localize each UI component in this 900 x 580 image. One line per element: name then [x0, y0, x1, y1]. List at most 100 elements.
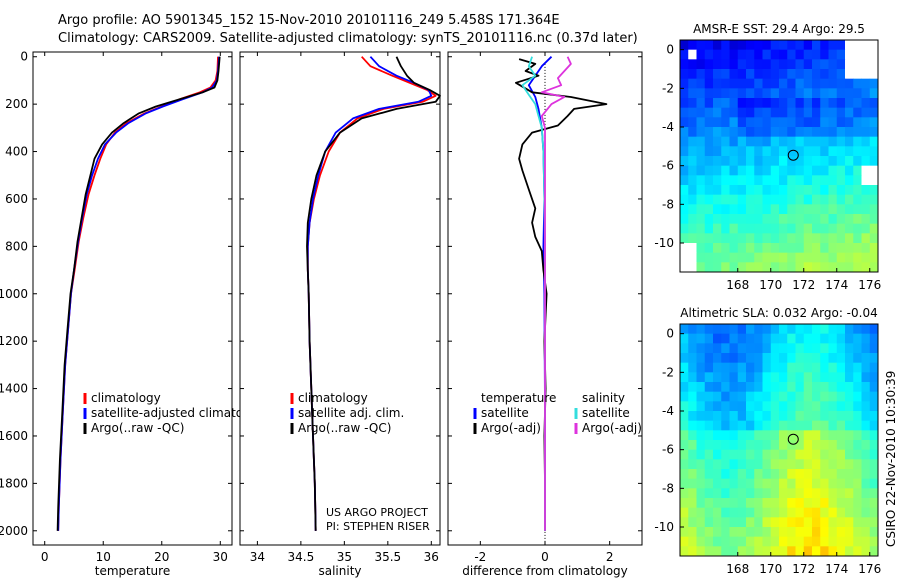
map-cell: [762, 98, 772, 109]
map-cell: [762, 252, 772, 263]
map-cell: [770, 214, 780, 225]
map-cell: [754, 401, 763, 412]
map-cell: [828, 233, 838, 244]
map-cell: [713, 262, 722, 273]
map-cell: [795, 243, 805, 254]
map-cell: [787, 223, 796, 234]
map-cell: [787, 88, 796, 99]
map-cell: [746, 156, 755, 167]
map-cell: [820, 136, 829, 147]
map-cell: [754, 382, 763, 393]
map-cell: [787, 362, 796, 373]
map-cell: [787, 146, 796, 157]
map-cell: [803, 156, 813, 167]
map-cell: [770, 175, 780, 186]
map-cell: [828, 362, 838, 373]
map-cell: [836, 333, 846, 344]
map-cell: [820, 333, 829, 344]
temperature-xlabel: temperature: [95, 564, 170, 578]
map-cell: [836, 343, 846, 354]
map-cell: [812, 517, 821, 528]
map-cell: [828, 420, 838, 431]
y-tick-label: 1000: [0, 287, 28, 301]
map-cell: [762, 175, 772, 186]
map-cell: [754, 362, 763, 373]
map-cell: [861, 536, 871, 547]
map-cell: [754, 185, 763, 196]
map-cell: [762, 136, 772, 147]
y-tick-label: -6: [662, 443, 674, 457]
map-cell: [803, 78, 813, 89]
map-cell: [696, 488, 706, 499]
map-cell: [746, 243, 755, 254]
map-cell: [869, 194, 879, 205]
map-cell: [754, 546, 763, 557]
map-cell: [688, 469, 697, 480]
map-cell: [836, 353, 846, 364]
map-cell: [721, 156, 730, 167]
map-cell: [828, 343, 838, 354]
map-cell: [696, 546, 706, 557]
map-cell: [812, 391, 821, 402]
map-cell: [737, 165, 747, 176]
map-cell: [721, 233, 730, 244]
map-cell: [779, 372, 788, 383]
y-tick-label: 800: [5, 239, 28, 253]
map-cell: [713, 420, 722, 431]
map-cell: [696, 536, 706, 547]
map-cell: [754, 204, 763, 215]
sst-map-title: AMSR-E SST: 29.4 Argo: 29.5: [693, 22, 865, 36]
map-cell: [861, 382, 871, 393]
map-cell: [721, 146, 730, 157]
map-cell: [696, 411, 706, 422]
map-cell: [729, 401, 739, 412]
map-cell: [696, 333, 706, 344]
map-cell: [737, 391, 747, 402]
map-cell: [704, 69, 714, 80]
map-cell: [688, 440, 697, 451]
map-cell: [754, 59, 763, 70]
map-cell: [820, 214, 829, 225]
map-cell: [770, 507, 780, 518]
map-cell: [704, 262, 714, 273]
map-cell: [770, 233, 780, 244]
map-cell: [746, 488, 755, 499]
map-cell: [688, 40, 697, 51]
map-cell: [704, 536, 714, 547]
map-cell: [721, 507, 730, 518]
map-cell: [704, 372, 714, 383]
map-cell: [737, 252, 747, 263]
map-cell: [754, 252, 763, 263]
map-cell: [704, 517, 714, 528]
map-cell: [845, 175, 854, 186]
map-cell: [770, 127, 780, 138]
map-cell: [688, 78, 697, 89]
map-cell: [696, 449, 706, 460]
map-cell: [787, 449, 796, 460]
map-cell: [770, 478, 780, 489]
map-cell: [713, 40, 722, 51]
map-cell: [812, 156, 821, 167]
map-cell: [746, 411, 755, 422]
map-cell: [729, 353, 739, 364]
map-cell: [704, 488, 714, 499]
map-cell: [746, 204, 755, 215]
map-cell: [754, 243, 763, 254]
map-cell: [828, 214, 838, 225]
map-cell: [696, 175, 706, 186]
map-cell: [746, 333, 755, 344]
map-cell: [721, 362, 730, 373]
map-cell: [754, 498, 763, 509]
map-cell: [770, 78, 780, 89]
map-cell: [737, 333, 747, 344]
y-tick-label: 0: [666, 43, 674, 57]
map-cell: [787, 185, 796, 196]
map-cell: [779, 107, 788, 118]
map-cell: [696, 204, 706, 215]
map-cell: [820, 459, 829, 470]
map-cell: [803, 98, 813, 109]
map-cell: [787, 333, 796, 344]
credit-line-2: PI: STEPHEN RISER: [326, 520, 430, 533]
x-tick-label: 2: [606, 550, 614, 564]
map-cell: [803, 165, 813, 176]
